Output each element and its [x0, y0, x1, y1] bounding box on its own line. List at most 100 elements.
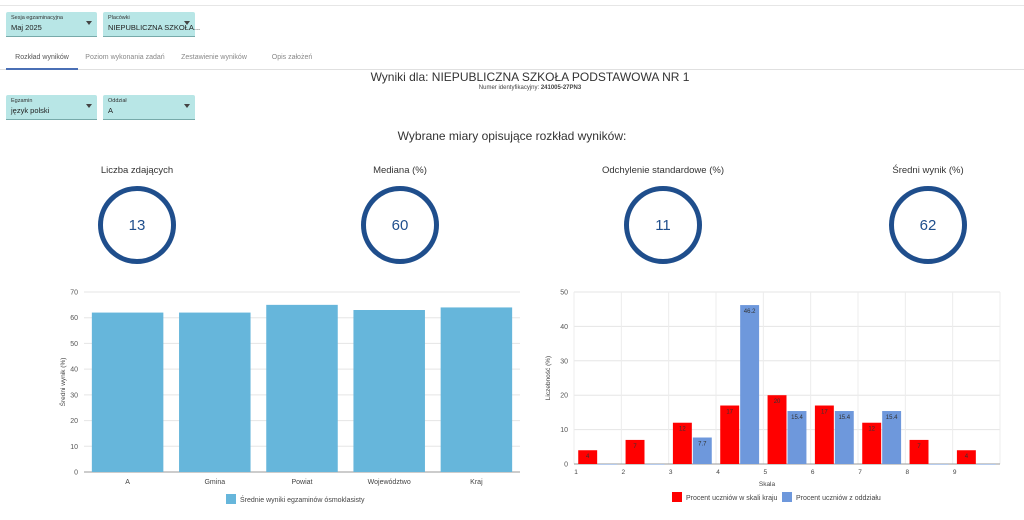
- data-label: 17: [821, 410, 828, 416]
- data-label: 15.4: [838, 415, 850, 421]
- institution-dropdown-value: NIEPUBLICZNA SZKOŁA...: [108, 23, 201, 32]
- y-tick-label: 50: [560, 290, 568, 297]
- top-divider: [0, 5, 1024, 6]
- tab-zestawienie-wynikow[interactable]: Zestawienie wyników: [181, 54, 247, 61]
- metric-title: Mediana (%): [373, 165, 427, 176]
- data-label: 46.2: [744, 309, 756, 315]
- x-tick-label: A: [125, 479, 130, 486]
- metric-circle: 11: [624, 186, 702, 264]
- legend-swatch: [782, 492, 792, 502]
- bar-kraj: [720, 405, 740, 464]
- x-tick-label: Gmina: [204, 479, 225, 486]
- y-tick-label: 0: [564, 462, 568, 469]
- y-tick-label: 10: [70, 444, 78, 451]
- page-title: Wyniki dla: NIEPUBLICZNA SZKOŁA PODSTAWO…: [370, 70, 690, 84]
- id-line: Numer identyfikacyjny: 241005-27PN3: [0, 85, 1024, 91]
- bar-oddzial: [692, 437, 712, 464]
- bar-kraj: [672, 422, 692, 464]
- chevron-down-icon: [184, 104, 190, 108]
- metric-circle: 62: [889, 186, 967, 264]
- branch-dropdown[interactable]: Oddział A: [103, 95, 195, 120]
- x-axis-label: Skala: [759, 481, 776, 488]
- metric-circle: 13: [98, 186, 176, 264]
- tab-opis-zalozen[interactable]: Opis założeń: [271, 54, 313, 61]
- bar-kraj: [578, 450, 598, 464]
- y-tick-label: 40: [560, 324, 568, 331]
- x-tick-label: 5: [764, 469, 768, 476]
- y-tick-label: 20: [560, 393, 568, 400]
- tab-poziom-wykonania[interactable]: Poziom wykonania zadań: [85, 54, 165, 61]
- legend-label: Procent uczniów z oddziału: [796, 495, 881, 502]
- data-label: 17: [726, 410, 733, 416]
- bar-kraj: [767, 395, 787, 464]
- bar-oddzial: [834, 411, 854, 464]
- exam-dropdown-value: język polski: [11, 106, 50, 115]
- institution-dropdown[interactable]: Placówki NIEPUBLICZNA SZKOŁA...: [103, 12, 200, 37]
- metric-mediana: Mediana (%): [330, 165, 470, 176]
- y-tick-label: 30: [70, 392, 78, 399]
- x-tick-label: 4: [716, 469, 720, 476]
- y-tick-label: 70: [70, 290, 78, 297]
- bar: [91, 312, 164, 472]
- x-tick-label: Powiat: [291, 479, 312, 486]
- x-tick-label: 2: [622, 469, 626, 476]
- metric-liczba-zdajacych: Liczba zdających: [67, 165, 207, 176]
- x-tick-label: 8: [906, 469, 910, 476]
- exam-dropdown-label: Egzamin: [11, 98, 33, 104]
- data-label: 4: [586, 454, 590, 460]
- bar-kraj: [814, 405, 834, 464]
- bar-oddzial: [598, 464, 618, 465]
- id-value: 241005-27PN3: [540, 85, 582, 91]
- data-label: 4: [965, 454, 969, 460]
- y-axis-label: Liczebność (%): [545, 356, 552, 400]
- measures-heading: Wybrane miary opisujące rozkład wyników:: [397, 129, 627, 143]
- legend-label: Średnie wyniki egzaminów ósmoklasisty: [240, 495, 365, 504]
- x-tick-label: 3: [669, 469, 673, 476]
- data-label: 7.7: [698, 442, 707, 448]
- y-tick-label: 60: [70, 315, 78, 322]
- average-results-chart: 0 10 20 30 40 50 60 70 A Gmina Powiat Województwo Kr…: [58, 290, 520, 504]
- bar: [353, 310, 425, 472]
- data-label: 12: [868, 427, 875, 433]
- id-label: Numer identyfikacyjny:: [478, 85, 540, 91]
- x-tick-label: Województwo: [368, 479, 411, 486]
- y-tick-label: 0: [74, 470, 78, 477]
- bar-oddzial: [787, 411, 807, 464]
- session-dropdown-value: Maj 2025: [11, 23, 42, 32]
- exam-dropdown[interactable]: Egzamin język polski: [6, 95, 97, 120]
- session-dropdown[interactable]: Sesja egzaminacyjna Maj 2025: [6, 12, 97, 37]
- data-label: 15.4: [886, 415, 898, 421]
- data-label: 20: [774, 399, 781, 405]
- y-axis-label: Średni wynik (%): [58, 358, 67, 407]
- bar-kraj: [909, 439, 929, 464]
- metric-circle: 60: [361, 186, 439, 264]
- x-tick-label: 6: [811, 469, 815, 476]
- tab-rozklad-wynikow[interactable]: Rozkład wyników: [15, 54, 69, 61]
- y-tick-label: 50: [70, 341, 78, 348]
- metric-odchylenie: Odchylenie standardowe (%): [593, 165, 733, 176]
- x-tick-label: Kraj: [470, 479, 483, 486]
- data-label: 7: [917, 444, 921, 450]
- metric-title: Średni wynik (%): [892, 165, 964, 176]
- x-tick-label: 7: [858, 469, 862, 476]
- tab-bar: Rozkład wyników Poziom wykonania zadań Z…: [0, 50, 1024, 70]
- bar-kraj: [956, 450, 976, 464]
- active-tab-indicator: [6, 68, 78, 70]
- institution-dropdown-label: Placówki: [108, 15, 130, 21]
- bar: [440, 307, 513, 472]
- metric-title: Odchylenie standardowe (%): [602, 165, 724, 176]
- bar-oddzial: [645, 464, 665, 465]
- legend-label: Procent uczniów w skali kraju: [686, 495, 778, 502]
- session-dropdown-label: Sesja egzaminacyjna: [11, 15, 63, 21]
- chevron-down-icon: [86, 104, 92, 108]
- branch-dropdown-value: A: [108, 106, 114, 115]
- chevron-down-icon: [184, 21, 190, 25]
- x-tick-label: 9: [953, 469, 957, 476]
- metric-sredni-wynik: Średni wynik (%): [858, 165, 998, 176]
- y-tick-label: 40: [70, 367, 78, 374]
- bar: [179, 312, 251, 472]
- bar-kraj: [625, 439, 645, 464]
- chevron-down-icon: [86, 21, 92, 25]
- x-tick-label: 1: [574, 469, 578, 476]
- y-tick-label: 20: [70, 418, 78, 425]
